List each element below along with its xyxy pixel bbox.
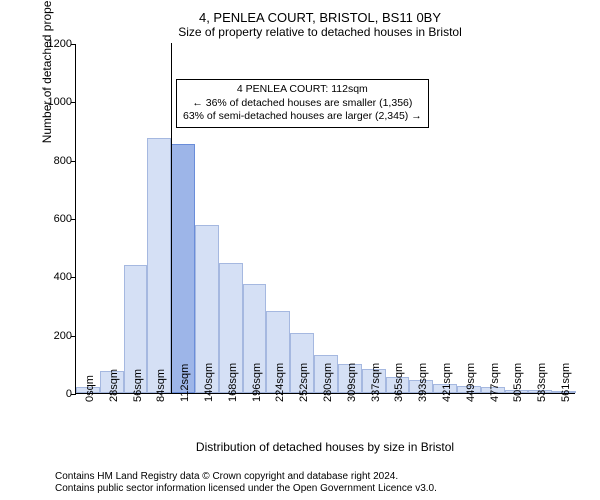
x-tick: 112sqm — [179, 364, 191, 402]
y-axis-label: Number of detached properties — [40, 0, 54, 143]
x-tick: 56sqm — [132, 369, 144, 402]
y-tick-mark — [71, 336, 76, 337]
bars-area: 4 PENLEA COURT: 112sqm ← 36% of detached… — [75, 44, 575, 394]
x-tick: 477sqm — [489, 363, 501, 402]
x-tick: 561sqm — [560, 363, 572, 402]
y-tick-mark — [71, 394, 76, 395]
x-tick: 196sqm — [251, 363, 263, 402]
x-tick: 337sqm — [370, 363, 382, 402]
info-line-3: 63% of semi-detached houses are larger (… — [183, 110, 422, 124]
y-tick-mark — [71, 102, 76, 103]
x-tick: 421sqm — [441, 363, 453, 402]
footer: Contains HM Land Registry data © Crown c… — [55, 471, 437, 495]
x-tick: 449sqm — [465, 363, 477, 402]
x-tick: 140sqm — [203, 363, 215, 402]
x-tick: 84sqm — [155, 369, 167, 402]
info-line-1: 4 PENLEA COURT: 112sqm — [183, 83, 422, 97]
y-tick: 400 — [44, 271, 72, 283]
x-tick: 533sqm — [536, 363, 548, 402]
y-tick: 200 — [44, 330, 72, 342]
y-tick-mark — [71, 161, 76, 162]
x-tick: 0sqm — [84, 375, 96, 402]
chart-title-main: 4, PENLEA COURT, BRISTOL, BS11 0BY — [50, 10, 590, 25]
chart-container: 4, PENLEA COURT, BRISTOL, BS11 0BY Size … — [50, 10, 590, 450]
footer-line-1: Contains HM Land Registry data © Crown c… — [55, 471, 437, 483]
chart-title-sub: Size of property relative to detached ho… — [50, 25, 590, 39]
y-tick-mark — [71, 219, 76, 220]
y-tick: 800 — [44, 155, 72, 167]
y-tick: 1000 — [44, 96, 72, 108]
info-box: 4 PENLEA COURT: 112sqm ← 36% of detached… — [176, 79, 429, 128]
x-tick: 224sqm — [274, 363, 286, 402]
x-tick: 365sqm — [393, 363, 405, 402]
marker-line — [171, 43, 172, 393]
x-axis-label: Distribution of detached houses by size … — [75, 440, 575, 454]
x-tick: 280sqm — [322, 363, 334, 402]
x-tick: 393sqm — [417, 363, 429, 402]
plot-area: Number of detached properties 4 PENLEA C… — [75, 44, 575, 394]
y-tick-mark — [71, 277, 76, 278]
histogram-bar — [171, 144, 195, 393]
x-tick: 505sqm — [512, 363, 524, 402]
info-line-2: ← 36% of detached houses are smaller (1,… — [183, 97, 422, 111]
x-tick: 168sqm — [227, 363, 239, 402]
x-tick: 309sqm — [346, 363, 358, 402]
y-tick: 1200 — [44, 38, 72, 50]
y-tick: 600 — [44, 213, 72, 225]
histogram-bar — [147, 138, 171, 393]
x-tick: 252sqm — [298, 363, 310, 402]
footer-line-2: Contains public sector information licen… — [55, 483, 437, 495]
y-tick-mark — [71, 44, 76, 45]
x-tick: 28sqm — [108, 369, 120, 402]
y-tick: 0 — [44, 388, 72, 400]
